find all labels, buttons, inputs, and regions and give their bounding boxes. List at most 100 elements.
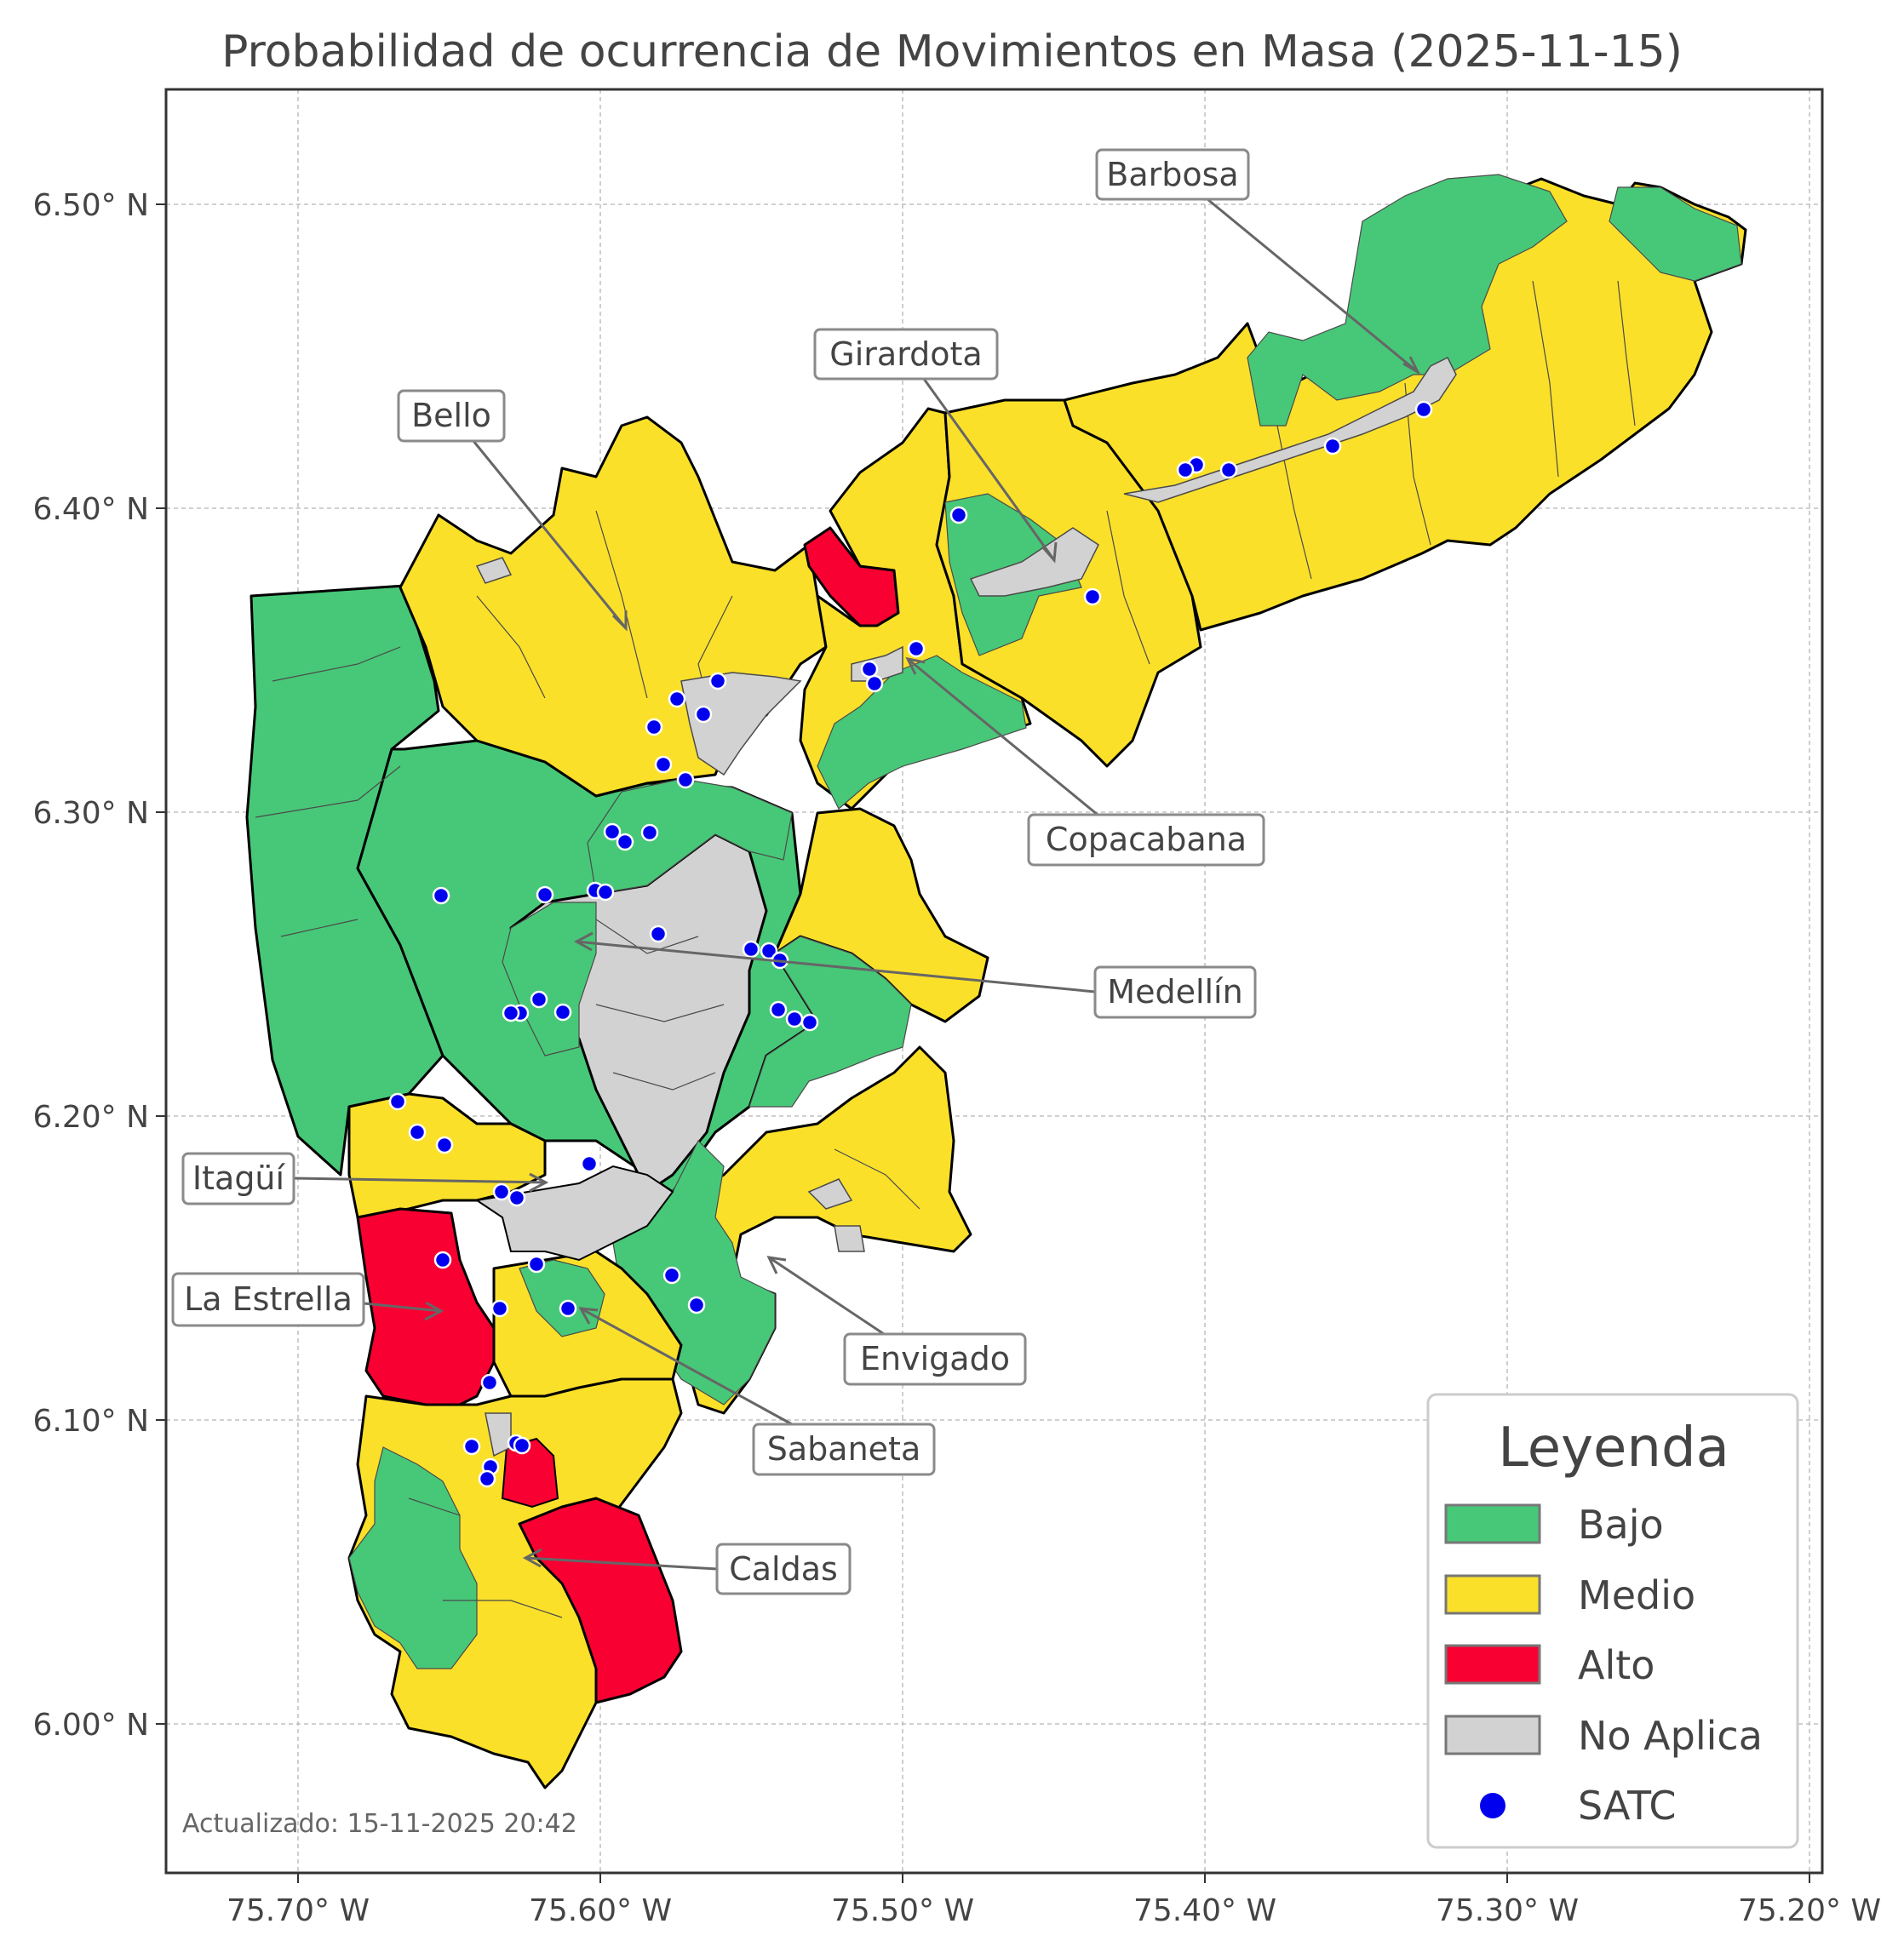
x-tick-label: 75.70° W [227,1893,370,1928]
y-tick-label: 6.00° N [32,1708,149,1743]
label-girardota: Girardota [829,335,982,373]
satc-station [616,833,634,851]
no-aplica-areas [475,356,1457,1457]
legend-patch-no-aplica [1444,1715,1541,1755]
satc-station [1414,400,1433,419]
satc-station [662,1266,681,1285]
label-envigado: Envigado [860,1340,1010,1377]
satc-station [865,674,884,693]
satc-station [478,1469,496,1488]
satc-station [513,1436,531,1455]
satc-station [860,660,879,678]
updated-timestamp: Actualizado: 15-11-2025 20:42 [182,1809,577,1839]
satc-station [408,1123,427,1142]
satc-station [502,1004,520,1022]
region-copacabana-green [817,655,1027,810]
map-regions [245,174,1747,1789]
satc-station [742,940,760,959]
satc-station [687,1296,706,1314]
satc-station [1323,437,1342,455]
satc-station [694,705,713,724]
y-axis: 6.50° N 6.40° N 6.30° N 6.20° N 6.10° N … [32,188,166,1743]
satc-station [435,1136,454,1154]
satc-station [530,990,548,1009]
satc-station [492,1182,511,1201]
satc-station [603,822,622,841]
satc-station [508,1188,526,1207]
satc-station [907,639,926,658]
no-aplica-envigado-2 [834,1225,865,1252]
label-bello: Bello [411,397,491,434]
legend-label-medio: Medio [1578,1572,1695,1618]
satc-station [433,1251,452,1269]
satc-station [645,718,663,736]
y-tick-label: 6.10° N [32,1404,149,1439]
region-bello [399,415,828,798]
satc-station [949,506,968,524]
satc-station [559,1299,577,1318]
x-tick-label: 75.30° W [1436,1893,1579,1928]
no-aplica-bello-west [475,557,513,584]
satc-station [1219,461,1238,479]
legend-label-satc: SATC [1578,1783,1676,1829]
satc-station [536,885,554,904]
y-tick-label: 6.40° N [32,492,149,527]
satc-station [649,925,668,943]
region-caldas-green [348,1446,478,1669]
x-tick-label: 75.20° W [1738,1893,1881,1928]
satc-station [769,1000,788,1019]
region-la-estrella-alto [356,1207,496,1406]
x-axis: 75.70° W 75.60° W 75.50° W 75.40° W 75.3… [227,1873,1881,1928]
y-tick-label: 6.30° N [32,796,149,831]
satc-station [527,1255,546,1274]
satc-station [708,672,727,690]
no-aplica-barbosa-river [1123,356,1457,503]
legend-patch-medio [1444,1574,1541,1615]
satc-station [432,886,450,905]
satc-station [580,1154,599,1173]
satc-station [676,770,695,789]
no-aplica-girardota [969,527,1099,597]
municipality-labels: Barbosa Girardota Bello Copacabana Medel… [171,148,1421,1595]
region-barbosa-green-ne [1609,186,1742,282]
label-la-estrella: La Estrella [184,1280,353,1318]
label-sabaneta: Sabaneta [767,1430,920,1468]
satc-station [1176,461,1195,479]
satc-station [480,1373,499,1392]
satc-station [596,883,615,902]
satc-station [462,1437,481,1456]
label-caldas: Caldas [729,1550,838,1588]
label-copacabana: Copacabana [1046,821,1247,858]
satc-station [553,1003,572,1022]
x-tick-label: 75.60° W [529,1893,672,1928]
legend: Leyenda Bajo Medio Alto No Aplica SATC [1426,1393,1799,1849]
satc-stations [388,400,1433,1488]
satc-station [800,1013,819,1032]
satc-station [668,690,686,708]
region-caldas-alto-small [501,1437,559,1509]
label-itagui: Itagüí [192,1159,286,1197]
legend-marker-satc [1480,1793,1505,1818]
map-title: Probabilidad de ocurrencia de Movimiento… [221,26,1683,77]
satc-station [388,1092,407,1111]
satc-station [1083,587,1102,606]
axes-frame [164,88,1824,1875]
satc-station [654,755,673,774]
y-tick-label: 6.20° N [32,1100,149,1135]
label-barbosa: Barbosa [1106,156,1238,193]
satc-station [760,942,778,960]
legend-patch-bajo [1444,1503,1541,1544]
y-tick-label: 6.50° N [32,188,149,223]
legend-title: Leyenda [1498,1417,1729,1480]
region-itagui-urban [474,1165,674,1262]
satc-station [785,1010,804,1028]
legend-label-bajo: Bajo [1578,1502,1664,1548]
region-caldas-alto [518,1497,683,1704]
region-sabaneta-green [519,1259,605,1337]
satc-station [640,823,659,842]
satc-station [490,1299,509,1318]
label-medellin: Medellín [1107,973,1242,1011]
legend-patch-alto [1444,1644,1541,1685]
no-aplica-envigado [807,1178,853,1210]
